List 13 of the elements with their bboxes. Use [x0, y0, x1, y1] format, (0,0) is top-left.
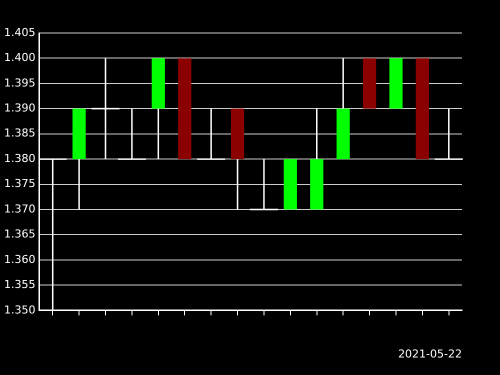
y-tick-label: 1.370 [4, 202, 36, 216]
y-tick-label: 1.350 [4, 303, 36, 316]
y-tick-label: 1.390 [4, 102, 36, 115]
y-tick-label: 1.405 [4, 26, 36, 39]
y-tick-label: 1.355 [4, 278, 36, 292]
y-tick-label: 1.380 [4, 152, 36, 165]
x-axis-title: 2021-05-22 [398, 347, 462, 360]
y-tick-label: 1.360 [4, 252, 36, 266]
y-tick-label: 1.400 [4, 51, 36, 64]
y-tick-label: 1.375 [4, 177, 36, 190]
y-tick-label: 1.385 [4, 126, 36, 140]
y-tick-label: 1.365 [4, 228, 36, 241]
y-tick-label: 1.395 [4, 76, 36, 90]
